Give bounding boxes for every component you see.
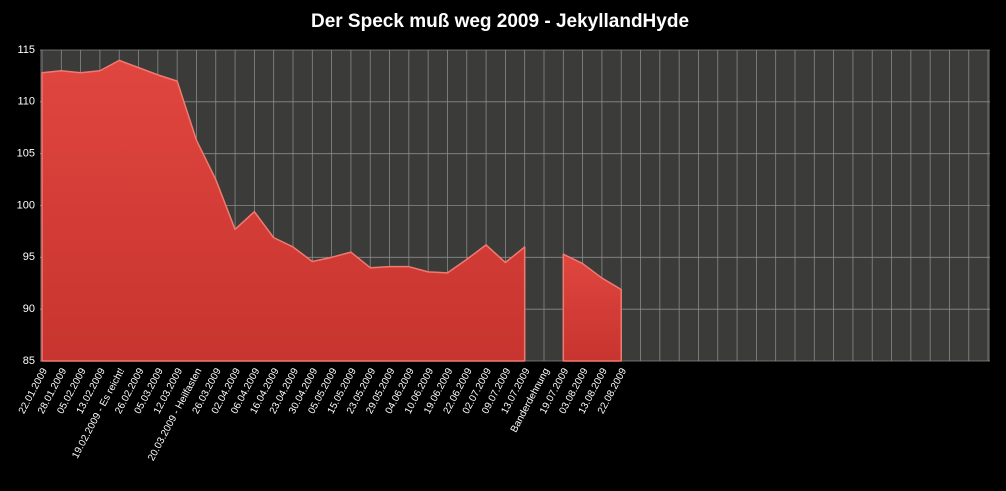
chart-title: Der Speck muß weg 2009 - JekyllandHyde [311, 11, 689, 32]
y-tick-label: 95 [23, 251, 35, 263]
area [41, 59, 526, 362]
y-tick-label: 105 [17, 148, 35, 160]
y-tick-label: 90 [23, 303, 35, 315]
y-tick-label: 110 [17, 96, 35, 108]
area [562, 253, 622, 362]
y-tick-label: 100 [17, 199, 35, 211]
y-tick-label: 85 [23, 355, 35, 367]
y-tick-label: 115 [17, 44, 35, 56]
